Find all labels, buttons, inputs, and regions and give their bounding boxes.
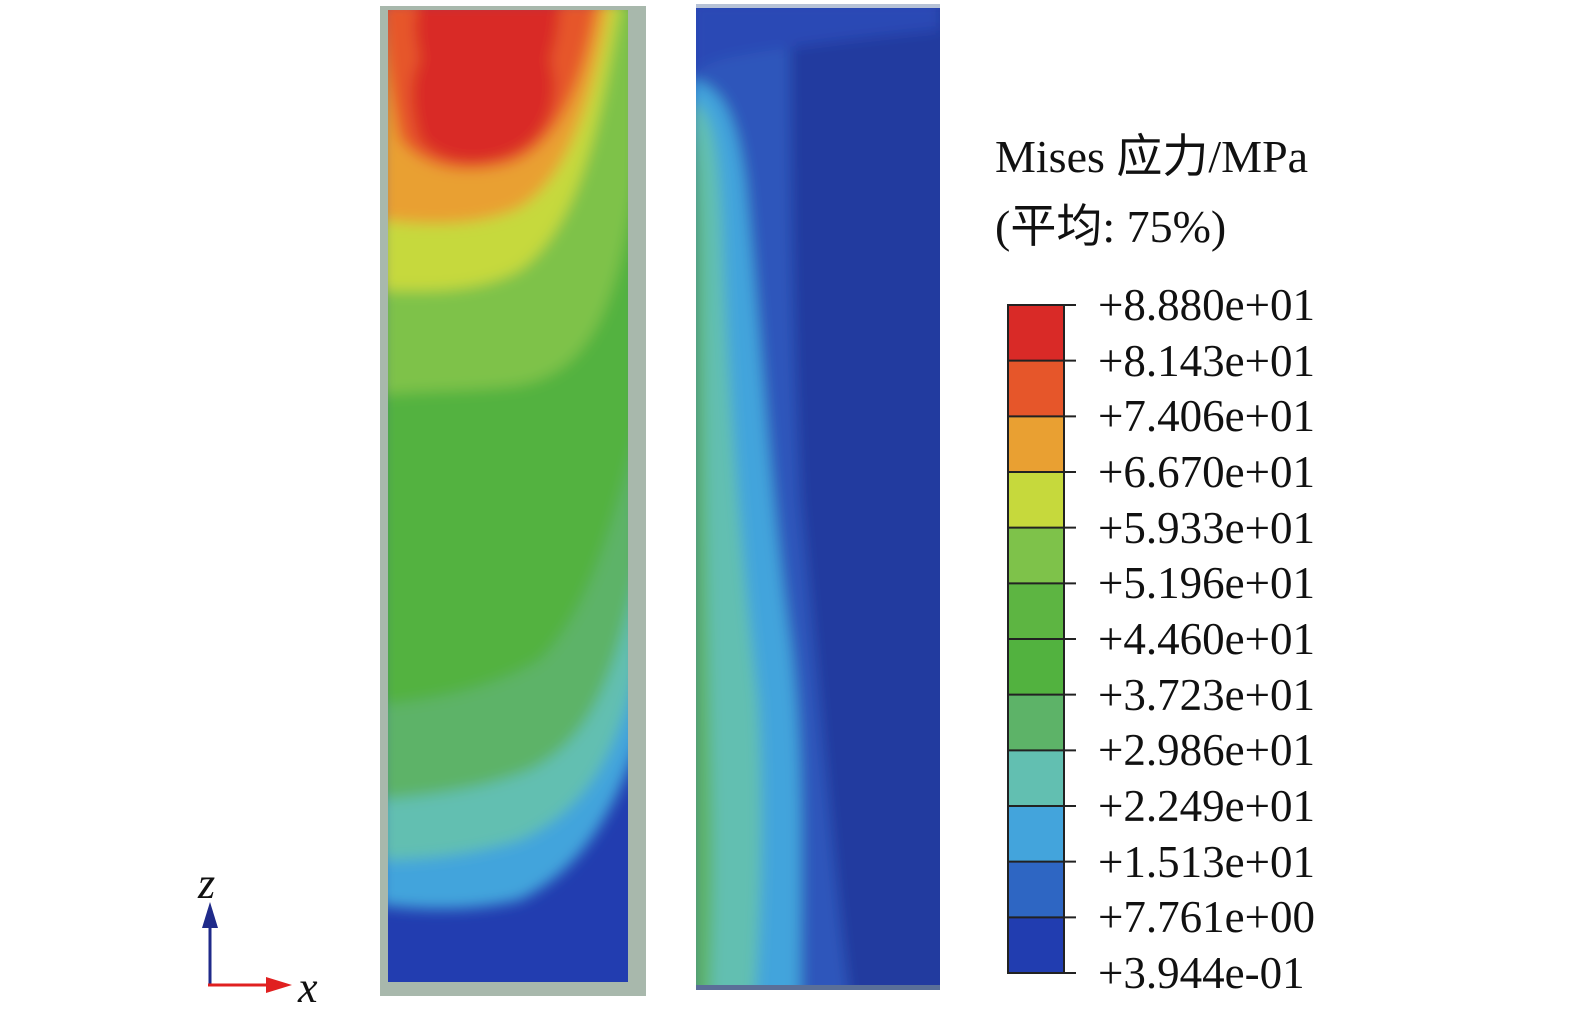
- x-axis-arrow-icon: [266, 977, 292, 993]
- legend-tick-label: +8.143e+01: [1098, 335, 1315, 386]
- legend-band: [1008, 305, 1064, 361]
- legend-band: [1008, 527, 1064, 584]
- legend-tick-label: +3.723e+01: [1098, 669, 1315, 720]
- coordinate-axes: [202, 902, 292, 993]
- legend-tick-label: +5.933e+01: [1098, 502, 1315, 553]
- z-axis-arrow-icon: [202, 902, 218, 928]
- legend-tick-label: +8.880e+01: [1098, 280, 1315, 330]
- legend-tick-label: +7.761e+00: [1098, 892, 1315, 943]
- z-axis-label: z: [198, 859, 216, 908]
- legend-title: Mises 应力/MPa: [995, 131, 1309, 182]
- legend-tick-label: +2.249e+01: [1098, 781, 1315, 831]
- legend-tick-label: +2.986e+01: [1098, 725, 1315, 776]
- legend-band: [1008, 472, 1064, 528]
- left-contour-plot: [380, 6, 646, 996]
- legend-tick-label: +3.944e-01: [1098, 948, 1305, 998]
- legend-band: [1008, 639, 1064, 695]
- legend-band: [1008, 750, 1064, 806]
- legend-band: [1008, 806, 1064, 862]
- legend-tick-label: +1.513e+01: [1098, 836, 1315, 887]
- legend-tick-label: +7.406e+01: [1098, 391, 1315, 442]
- legend-band: [1008, 861, 1064, 918]
- legend-color-bar: [1007, 304, 1076, 974]
- x-axis-label: x: [298, 963, 318, 1012]
- legend-subtitle: (平均: 75%): [995, 201, 1227, 252]
- legend-band: [1008, 583, 1064, 639]
- legend-tick-label: +4.460e+01: [1098, 614, 1315, 664]
- legend-band: [1008, 416, 1064, 472]
- legend-band: [1008, 694, 1064, 751]
- legend-tick-label: +6.670e+01: [1098, 447, 1315, 497]
- legend-band: [1008, 917, 1064, 973]
- right-contour-plot: [696, 4, 940, 990]
- legend-band: [1008, 360, 1064, 417]
- legend-tick-label: +5.196e+01: [1098, 558, 1315, 609]
